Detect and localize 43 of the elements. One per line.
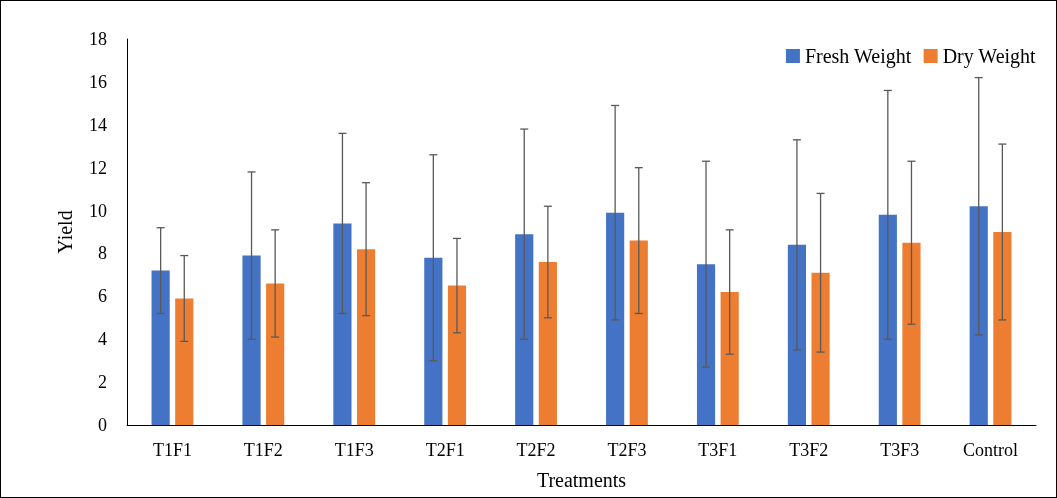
bar [515,234,534,425]
x-tick-label: T1F3 [334,440,374,460]
x-tick-label: T2F3 [607,440,647,460]
bar [175,298,194,425]
bar [629,240,648,425]
x-tick-label: T1F1 [152,440,192,460]
x-tick-label: T3F1 [698,440,738,460]
bar [878,214,897,425]
bar [902,242,921,425]
bar [424,257,443,425]
y-tick-label: 14 [89,114,107,135]
x-tick-label: Control [963,440,1019,460]
bar [151,270,170,425]
x-tick-label: T1F2 [243,440,283,460]
y-tick-label: 12 [89,157,107,178]
y-axis-title: Yield [54,210,76,254]
bar [606,212,625,425]
y-tick-label: 16 [89,71,107,92]
x-tick-label: T3F2 [789,440,829,460]
x-tick-label: T2F1 [425,440,465,460]
y-tick-label: 10 [89,200,107,221]
legend-label: Fresh Weight [804,45,912,68]
y-tick-label: 8 [98,243,107,264]
legend-label: Dry Weight [942,45,1037,68]
bar [333,223,352,425]
bar [356,249,376,425]
bar [242,255,261,425]
bar [538,262,557,425]
bar [993,232,1012,425]
y-tick-label: 18 [89,29,107,49]
y-tick-label: 0 [98,415,107,435]
x-tick-label: T3F3 [880,440,920,460]
bar [787,244,807,425]
y-tick-label: 2 [98,372,107,393]
bar [720,292,739,425]
x-tick-label: T2F2 [516,440,556,460]
bar [266,283,285,425]
bar [969,206,988,425]
y-tick-label: 4 [98,329,107,350]
x-axis-title: Treatments [536,469,627,491]
y-tick-label: 6 [98,286,107,307]
bar [447,285,467,425]
bar [811,272,830,425]
